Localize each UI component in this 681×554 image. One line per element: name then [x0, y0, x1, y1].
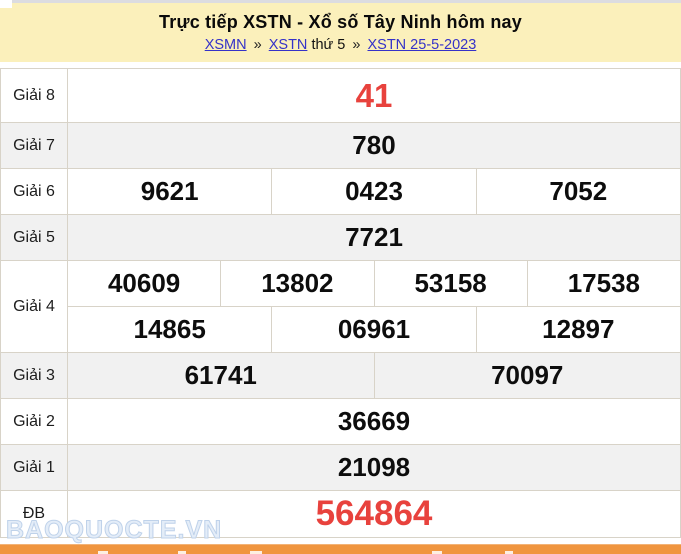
row-giai-6: Giải 6 9621 0423 7052 [1, 169, 680, 215]
bottom-bar-text-fragment [178, 551, 186, 554]
bottom-bar-text-fragment [432, 551, 442, 554]
row-giai-1: Giải 1 21098 [1, 445, 680, 491]
giai-4-subrow-1: 40609 13802 53158 17538 [68, 261, 680, 307]
prize-number: 13802 [221, 261, 375, 306]
prize-number: 61741 [68, 353, 375, 398]
breadcrumb: XSMN » XSTN thứ 5 » XSTN 25-5-2023 [0, 37, 681, 53]
prize-label: Giải 2 [1, 399, 68, 444]
corner-notch [0, 0, 12, 8]
giai-4-cells: 40609 13802 53158 17538 14865 06961 1289… [68, 261, 680, 352]
header: Trực tiếp XSTN - Xổ số Tây Ninh hôm nay … [0, 3, 681, 62]
prize-number: 70097 [491, 360, 564, 390]
page-title: Trực tiếp XSTN - Xổ số Tây Ninh hôm nay [159, 12, 522, 32]
prize-number: 9621 [68, 169, 273, 214]
giai-4-subrow-2: 14865 06961 12897 [68, 307, 680, 352]
bottom-bar [0, 544, 681, 554]
prize-label: Giải 8 [1, 69, 68, 122]
row-giai-db: ĐB 564864 [1, 491, 680, 537]
prize-number: 7721 [345, 222, 403, 252]
prize-label: Giải 6 [1, 169, 68, 214]
row-giai-3: Giải 3 61741 70097 [1, 353, 680, 399]
prize-number: 21098 [337, 452, 411, 482]
breadcrumb-link-date[interactable]: XSTN 25-5-2023 [367, 37, 477, 53]
prize-label: Giải 5 [1, 215, 68, 260]
breadcrumb-separator: » [352, 37, 361, 53]
prize-number: 0423 [272, 169, 477, 214]
prize-number: 14865 [68, 307, 273, 352]
prize-number: 06961 [272, 307, 477, 352]
prize-label: Giải 1 [1, 445, 68, 490]
row-giai-2: Giải 2 36669 [1, 399, 680, 445]
bottom-bar-text-fragment [98, 551, 108, 554]
top-strip [0, 0, 681, 3]
prize-number: 41 [355, 76, 393, 114]
row-giai-8: Giải 8 41 [1, 69, 680, 123]
prize-number-jackpot: 564864 [315, 494, 433, 533]
breadcrumb-link-xsmn[interactable]: XSMN [204, 37, 247, 53]
row-giai-5: Giải 5 7721 [1, 215, 680, 261]
prize-label: Giải 7 [1, 123, 68, 168]
prize-number: 40609 [68, 261, 222, 306]
prize-number: 780 [352, 130, 396, 160]
prize-number: 36669 [337, 406, 411, 436]
prize-number: 53158 [375, 261, 528, 306]
row-giai-4: Giải 4 40609 13802 53158 17538 14865 069… [1, 261, 680, 353]
prize-label: ĐB [1, 491, 68, 537]
breadcrumb-separator: » [253, 37, 262, 53]
breadcrumb-link-xstn[interactable]: XSTN [268, 37, 308, 53]
bottom-bar-text-fragment [250, 551, 262, 554]
prize-label: Giải 4 [1, 261, 68, 352]
bottom-bar-text-fragment [505, 551, 513, 554]
breadcrumb-text-weekday: thứ 5 [311, 37, 346, 53]
row-giai-7: Giải 7 780 [1, 123, 680, 169]
prize-number: 12897 [542, 314, 615, 344]
prize-number: 17538 [567, 268, 641, 298]
prize-label: Giải 3 [1, 353, 68, 398]
prize-number: 7052 [549, 176, 608, 206]
results-table: Giải 8 41 Giải 7 780 Giải 6 9621 0423 70… [0, 68, 681, 538]
